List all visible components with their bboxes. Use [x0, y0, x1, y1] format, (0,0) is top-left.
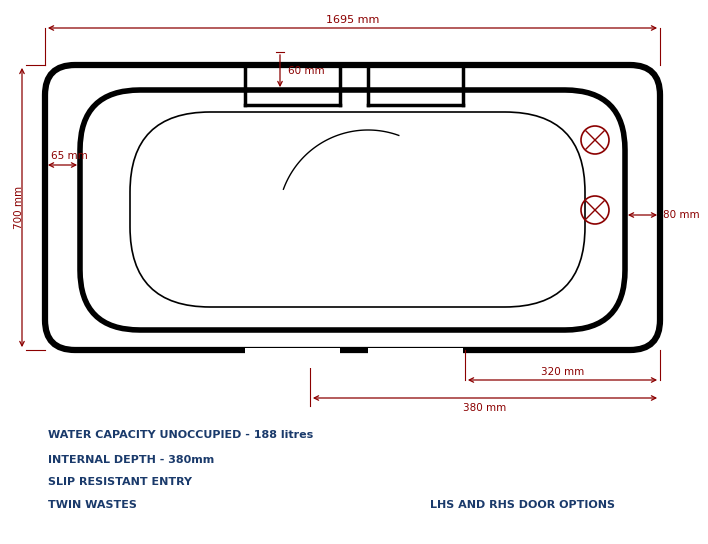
Text: 380 mm: 380 mm: [463, 403, 507, 413]
Text: SLIP RESISTANT ENTRY: SLIP RESISTANT ENTRY: [48, 477, 192, 487]
Text: 320 mm: 320 mm: [541, 367, 584, 377]
Text: 80 mm: 80 mm: [663, 210, 700, 220]
Text: 60 mm: 60 mm: [288, 66, 325, 76]
FancyBboxPatch shape: [80, 90, 625, 330]
Text: 1695 mm: 1695 mm: [326, 15, 379, 25]
Bar: [368, 348, 463, 368]
Text: 1260 mm: 1260 mm: [353, 181, 402, 191]
FancyBboxPatch shape: [130, 112, 585, 307]
Text: TWIN WASTES: TWIN WASTES: [48, 500, 137, 510]
FancyBboxPatch shape: [45, 65, 660, 350]
Text: INTERNAL DEPTH - 380mm: INTERNAL DEPTH - 380mm: [48, 455, 215, 465]
Text: 420 mm: 420 mm: [240, 205, 283, 214]
Bar: [245, 348, 340, 368]
Text: 65 mm: 65 mm: [51, 151, 88, 161]
Text: WATER CAPACITY UNOCCUPIED - 188 litres: WATER CAPACITY UNOCCUPIED - 188 litres: [48, 430, 313, 440]
Text: 700 mm: 700 mm: [14, 186, 24, 229]
Text: LHS AND RHS DOOR OPTIONS: LHS AND RHS DOOR OPTIONS: [430, 500, 615, 510]
